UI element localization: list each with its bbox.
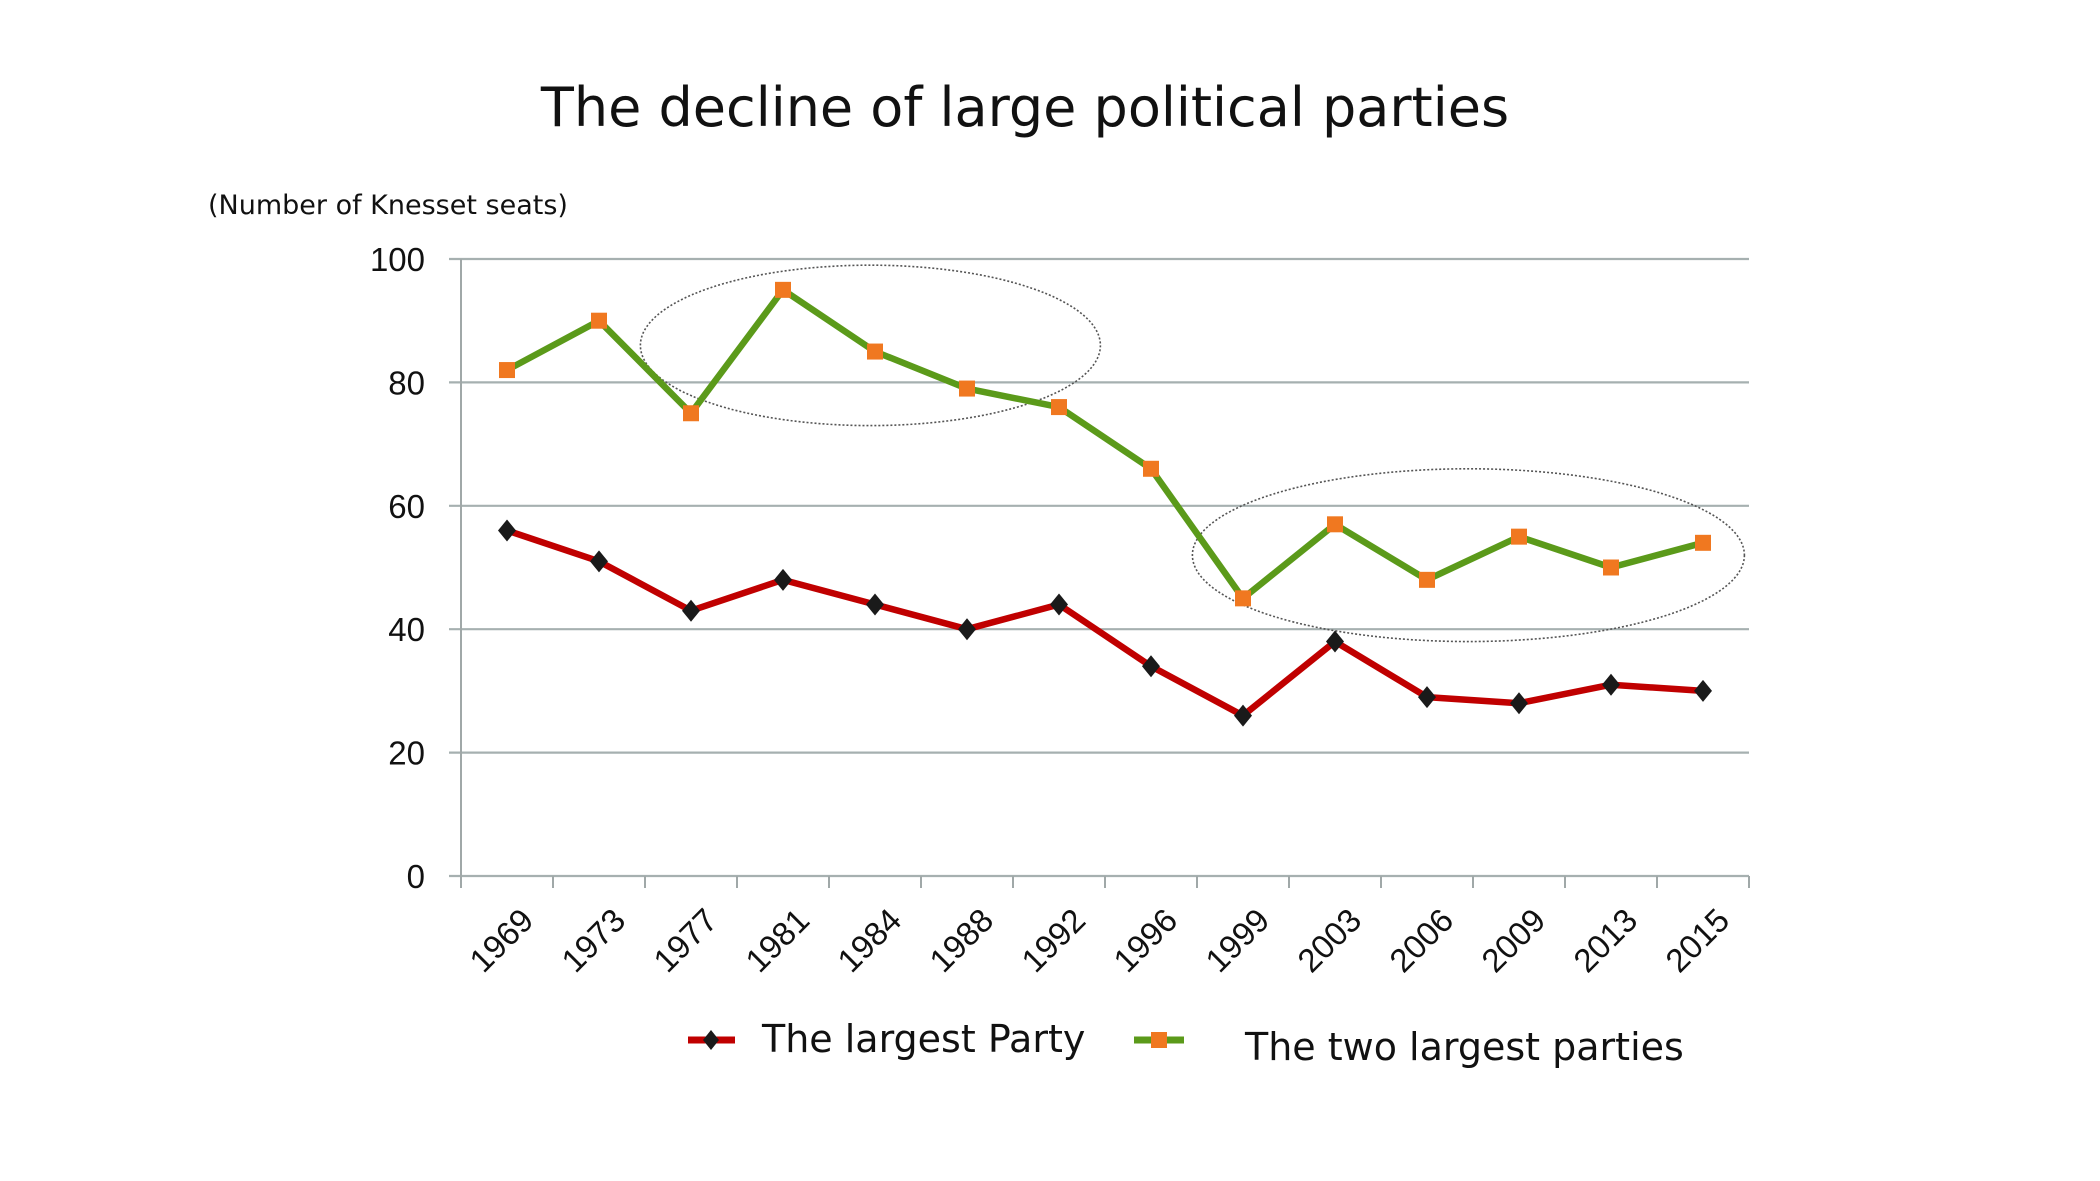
data-point[interactable] [1602, 673, 1620, 696]
x-tick-label: 1984 [830, 901, 908, 979]
y-tick-label: 100 [370, 241, 425, 278]
x-tick-label: 1969 [462, 901, 540, 979]
data-point[interactable] [683, 405, 699, 422]
data-point[interactable] [774, 568, 792, 591]
data-point[interactable] [591, 312, 607, 329]
annotations [639, 264, 1746, 643]
x-tick-label: 1996 [1106, 901, 1184, 979]
x-tick-label: 2009 [1474, 901, 1552, 979]
data-point[interactable] [1327, 516, 1343, 533]
x-tick-label: 2003 [1290, 901, 1368, 979]
y-tick-label: 80 [388, 364, 425, 401]
x-tick-label: 1973 [554, 901, 632, 979]
data-point[interactable] [590, 550, 608, 573]
data-point[interactable] [1694, 679, 1712, 702]
data-point[interactable] [1050, 593, 1068, 616]
legend-item-largest-party[interactable]: The largest Party [688, 1017, 1085, 1061]
data-point[interactable] [867, 343, 883, 360]
data-point[interactable] [775, 281, 791, 298]
data-point[interactable] [682, 599, 700, 622]
series-line [505, 527, 1704, 719]
legend: The largest Party The two largest partie… [688, 1017, 1684, 1069]
chart-title: The decline of large political parties [540, 76, 1509, 139]
data-point[interactable] [1143, 460, 1159, 477]
y-axis-label: (Number of Knesset seats) [208, 190, 568, 221]
legend-label-largest-party: The largest Party [761, 1017, 1085, 1061]
data-point[interactable] [1695, 534, 1711, 551]
y-tick-label: 60 [388, 488, 425, 525]
data-point[interactable] [866, 593, 884, 616]
legend-label-two-largest-parties: The two largest parties [1244, 1025, 1684, 1069]
data-point[interactable] [1235, 590, 1251, 607]
x-tick-label: 2013 [1566, 901, 1644, 979]
x-tick-label: 2006 [1382, 901, 1460, 979]
series-line [505, 286, 1704, 602]
data-point[interactable] [1051, 399, 1067, 416]
data-point[interactable] [1326, 630, 1344, 653]
gridlines [449, 257, 1749, 878]
series-group [498, 281, 1712, 727]
data-point[interactable] [1234, 704, 1252, 727]
y-tick-label: 0 [407, 858, 425, 895]
data-point[interactable] [958, 618, 976, 641]
x-tick-label: 2015 [1658, 901, 1736, 979]
data-point[interactable] [499, 362, 515, 379]
legend-diamond-marker-icon [703, 1030, 719, 1050]
x-tick-label: 1981 [738, 901, 816, 979]
x-tick-label: 1999 [1198, 901, 1276, 979]
y-tick-label: 40 [388, 611, 425, 648]
legend-square-marker-icon [1151, 1032, 1167, 1048]
x-tick-label: 1992 [1014, 901, 1092, 979]
y-tick-labels: 0 20 40 60 80 100 [370, 241, 425, 895]
data-point[interactable] [959, 380, 975, 397]
x-axis [460, 259, 1750, 888]
legend-item-two-largest-parties[interactable]: The two largest parties [1134, 1025, 1684, 1069]
series-two-largest-parties [499, 281, 1711, 607]
y-tick-label: 20 [388, 735, 425, 772]
data-point[interactable] [1510, 692, 1528, 715]
data-point[interactable] [1142, 655, 1160, 678]
data-point[interactable] [498, 519, 516, 542]
annotation-ellipse-2 [1191, 467, 1746, 643]
x-tick-labels: 1969 1973 1977 1981 1984 1988 1992 1996 1999 2003… [462, 901, 1736, 979]
series-largest-party [498, 519, 1712, 727]
data-point[interactable] [1603, 559, 1619, 576]
annotation-ellipse-1 [639, 264, 1102, 427]
data-point[interactable] [1511, 528, 1527, 545]
data-point[interactable] [1418, 686, 1436, 709]
x-tick-label: 1988 [922, 901, 1000, 979]
data-point[interactable] [1419, 571, 1435, 588]
x-tick-label: 1977 [646, 901, 724, 979]
